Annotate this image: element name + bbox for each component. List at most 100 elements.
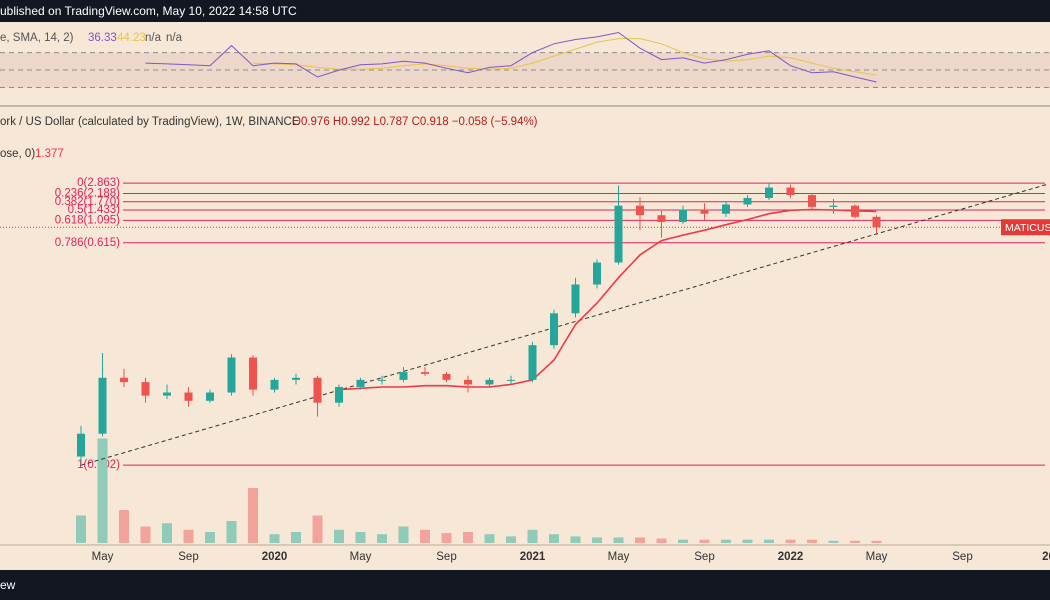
volume-bar (97, 438, 108, 543)
volume-bar (807, 539, 817, 543)
candle-body (765, 187, 773, 198)
volume-bar (312, 515, 323, 543)
rsi-value: 36.33 (88, 32, 117, 44)
volume-bar (850, 540, 860, 543)
x-tick-label: Sep (952, 551, 972, 563)
candle-body (485, 379, 494, 385)
volume-bar (398, 526, 409, 543)
candle-body (550, 313, 558, 346)
candle-body (722, 204, 730, 214)
candle-body (528, 345, 537, 380)
candle-body (571, 284, 580, 314)
ma-value: 1.377 (35, 148, 64, 160)
symbol-tag-box (1001, 219, 1050, 236)
volume-bar (721, 539, 731, 543)
candle-body (163, 392, 171, 396)
volume-bar (76, 515, 86, 543)
candle-body (399, 372, 408, 380)
published-note: ublished on TradingView.com, May 10, 202… (0, 4, 297, 18)
footer-brand: ew (0, 578, 16, 592)
bottom-bar (0, 570, 1050, 600)
x-tick-label: May (866, 551, 888, 563)
candle-body (313, 377, 322, 403)
x-tick-label: 2020 (262, 551, 288, 563)
volume-bar (506, 536, 516, 543)
symbol-tag: MATICUSD (1005, 222, 1050, 234)
volume-bar (549, 534, 559, 543)
candle-body (700, 209, 709, 214)
ma-line (338, 208, 877, 391)
na-label: n/a (166, 32, 183, 44)
ma-legend: ose, 0) (0, 148, 35, 160)
candle-body (184, 392, 193, 401)
fib-level-label: 0.786(0.615) (55, 237, 120, 249)
candle-body (356, 379, 365, 387)
volume-bar (377, 534, 387, 543)
rsi-sma-value: 44.23 (117, 32, 146, 44)
candle-body (808, 195, 816, 207)
symbol-title: ork / US Dollar (calculated by TradingVi… (0, 116, 300, 128)
na-label: n/a (145, 32, 162, 44)
candle-body (829, 205, 838, 207)
rsi-legend: e, SMA, 14, 2) (0, 32, 74, 44)
volume-bar (291, 532, 301, 543)
candle-body (120, 377, 128, 383)
volume-bar (248, 488, 258, 543)
volume-bar (226, 521, 237, 543)
volume-bar (764, 539, 774, 543)
volume-bar (119, 510, 129, 543)
x-tick-label: Sep (178, 551, 198, 563)
volume-bar (463, 532, 473, 543)
volume-bar (570, 536, 581, 543)
candle-body (378, 379, 386, 381)
volume-bar (613, 537, 624, 543)
x-tick-label: 20 (1042, 551, 1050, 563)
volume-bar (205, 532, 215, 543)
fib-level-label: 0.236(2.188) (55, 188, 120, 200)
rsi-sma-line (252, 38, 877, 76)
candle-body (593, 262, 601, 285)
candle-body (270, 379, 279, 390)
fib-level-label: 0(2.863) (77, 177, 120, 189)
volume-bar (420, 529, 430, 543)
candle-body (206, 392, 214, 401)
fib-level-label: 0.382(1.770) (55, 196, 120, 208)
candle-body (98, 377, 107, 434)
candle-body (77, 433, 85, 457)
volume-bar (269, 534, 280, 543)
x-tick-label: May (608, 551, 630, 563)
volume-bar (334, 529, 344, 543)
volume-bar (140, 526, 151, 543)
x-tick-label: 2021 (520, 551, 546, 563)
volume-bar (871, 540, 882, 543)
volume-bar (678, 539, 688, 543)
candle-body (872, 216, 881, 228)
candle-body (851, 205, 859, 217)
volume-bar (742, 539, 753, 543)
candle-body (335, 386, 343, 403)
candle-body (421, 372, 429, 374)
candle-body (464, 379, 472, 385)
x-tick-label: 2022 (778, 551, 804, 563)
candle-body (442, 373, 451, 380)
volume-bar (183, 529, 194, 543)
volume-bar (828, 540, 839, 543)
x-tick-label: May (350, 551, 372, 563)
volume-bar (785, 539, 796, 543)
x-tick-label: Sep (436, 551, 456, 563)
volume-bar (527, 529, 538, 543)
candle-body (786, 187, 795, 196)
candle-body (227, 357, 236, 393)
volume-bar (656, 538, 667, 543)
volume-bar (484, 534, 495, 543)
x-tick-label: May (92, 551, 114, 563)
volume-bar (699, 539, 710, 543)
x-tick-label: Sep (694, 551, 714, 563)
ohlc-legend: O0.976 H0.992 L0.787 C0.918 −0.058 (−5.9… (292, 116, 538, 128)
candle-body (679, 209, 687, 223)
candle-body (141, 382, 150, 396)
fib-level-label: 0.618(1.095) (55, 214, 120, 226)
